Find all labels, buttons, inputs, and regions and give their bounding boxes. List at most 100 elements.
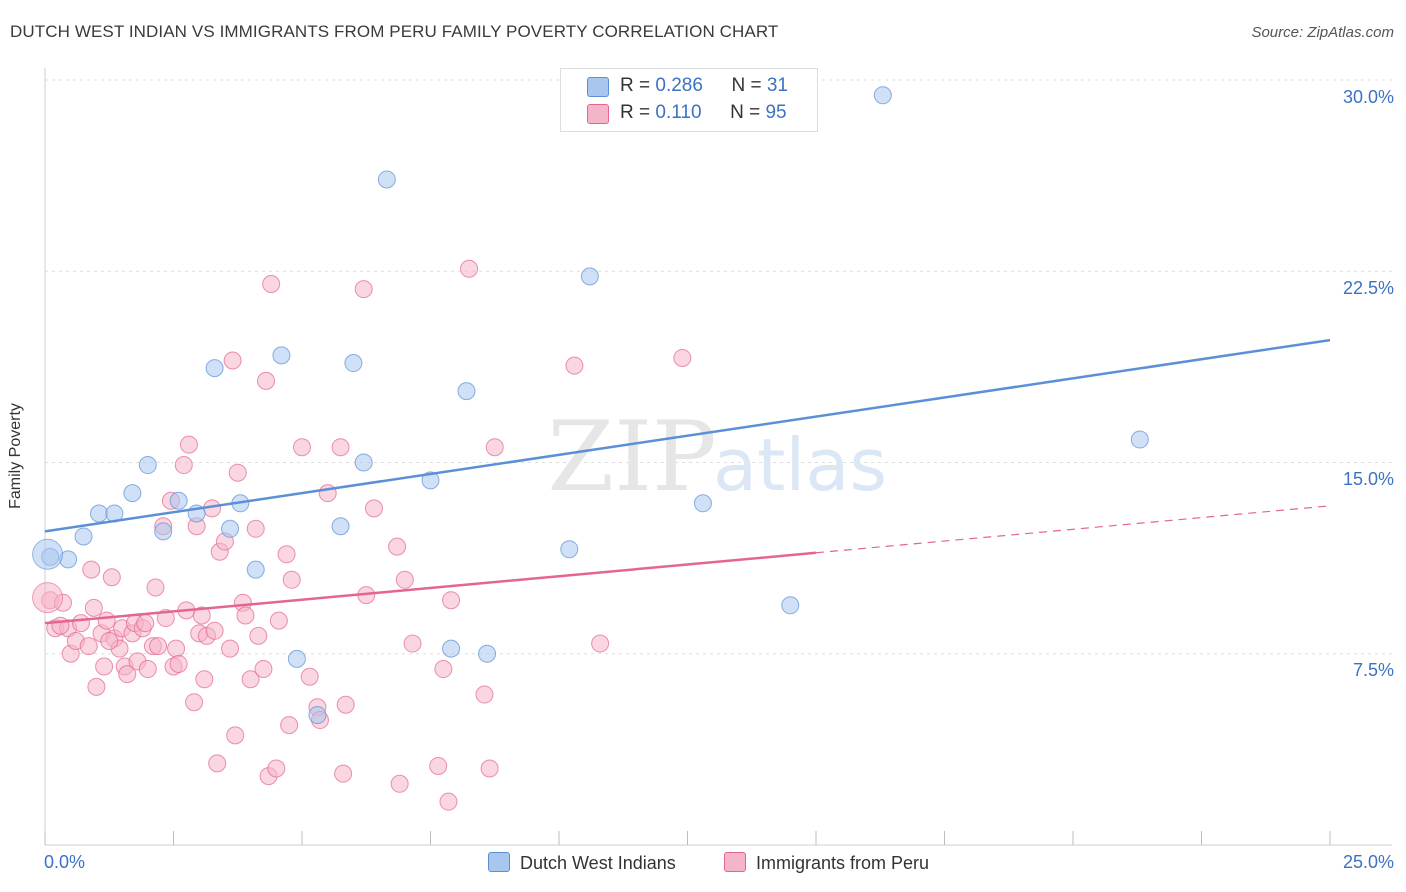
point-dutch	[331, 517, 350, 536]
point-peru	[395, 570, 414, 589]
point-peru	[246, 519, 265, 538]
point-peru	[442, 591, 461, 610]
y-tick-7-5: 7.5%	[1352, 660, 1394, 680]
point-peru	[267, 759, 286, 778]
point-peru	[71, 614, 90, 633]
point-peru	[293, 438, 311, 457]
point-peru	[254, 660, 273, 679]
point-dutch	[138, 456, 157, 475]
point-peru	[475, 685, 494, 704]
point-peru	[241, 670, 260, 689]
point-dutch	[272, 346, 291, 365]
legend-swatch-dutch-bottom	[488, 852, 510, 872]
point-dutch	[693, 494, 712, 513]
point-dutch	[354, 453, 373, 472]
point-peru	[84, 598, 103, 617]
point-dutch	[580, 267, 599, 286]
point-peru	[205, 621, 224, 640]
point-dutch	[781, 596, 800, 615]
legend-stats-dutch: R = 0.286 N = 31	[620, 75, 788, 97]
legend-swatch-peru	[587, 104, 609, 124]
point-dutch	[154, 522, 173, 541]
point-peru	[434, 660, 453, 679]
point-peru	[146, 578, 165, 597]
point-peru	[100, 632, 119, 650]
legend-item-dutch: Dutch West Indians	[488, 852, 676, 874]
point-peru	[249, 626, 268, 645]
x-axis-min-label: 0.0%	[44, 852, 86, 872]
r-value: 0.286	[655, 75, 703, 96]
trend-lines	[44, 338, 1331, 625]
point-dutch	[478, 644, 497, 663]
legend-stats-peru: R = 0.110 N = 95	[620, 102, 787, 124]
point-peru	[185, 693, 204, 712]
point-peru	[565, 356, 584, 375]
point-peru	[169, 654, 188, 673]
point-peru	[221, 639, 240, 658]
point-dutch	[1130, 430, 1149, 449]
legend-label-dutch: Dutch West Indians	[520, 853, 676, 873]
point-peru	[460, 259, 479, 278]
y-tick-15: 15.0%	[1342, 469, 1394, 489]
r-value: 0.110	[655, 102, 702, 123]
y-tick-22-5: 22.5%	[1342, 278, 1394, 298]
point-dutch	[221, 519, 240, 538]
point-peru	[51, 616, 70, 635]
watermark: ZIP atlas	[547, 401, 887, 513]
point-peru	[269, 611, 288, 630]
point-peru	[262, 275, 281, 293]
point-peru	[439, 792, 458, 811]
point-peru	[591, 634, 610, 653]
trend-line-dutch	[44, 338, 1331, 533]
point-peru	[136, 614, 155, 633]
point-peru	[282, 570, 301, 589]
point-dutch	[442, 639, 461, 658]
point-dutch	[421, 471, 440, 490]
y-tick-30: 30.0%	[1342, 87, 1394, 107]
point-large-peru	[32, 582, 64, 614]
n-label: N =	[730, 102, 766, 123]
point-peru	[192, 606, 211, 625]
r-label: R =	[620, 75, 656, 96]
point-peru	[277, 545, 296, 564]
point-peru	[149, 637, 168, 656]
point-peru	[331, 438, 350, 457]
point-dutch	[287, 649, 306, 668]
point-peru	[138, 660, 157, 679]
point-dutch	[205, 359, 224, 378]
point-dutch	[74, 527, 93, 546]
point-peru	[195, 670, 214, 689]
point-dutch	[457, 382, 476, 401]
point-dutch	[560, 540, 579, 559]
chart-title: DUTCH WEST INDIAN VS IMMIGRANTS FROM PER…	[10, 22, 779, 41]
point-peru	[257, 371, 276, 390]
point-peru	[334, 764, 353, 783]
point-peru	[336, 695, 355, 714]
point-peru	[480, 759, 499, 778]
point-peru	[118, 665, 137, 684]
stats-legend: R = 0.286 N = 31 R = 0.110 N = 95	[560, 68, 818, 132]
point-peru	[354, 280, 373, 299]
point-peru	[403, 634, 422, 653]
point-peru	[79, 637, 98, 656]
point-dutch	[873, 86, 892, 105]
data-points	[32, 86, 1149, 811]
trend-line-peru	[44, 551, 817, 625]
point-dutch	[377, 170, 396, 189]
n-value: 31	[766, 75, 788, 96]
point-peru	[174, 456, 193, 475]
point-peru	[208, 754, 227, 773]
legend-item-peru: Immigrants from Peru	[724, 852, 929, 874]
n-label: N =	[731, 75, 767, 96]
point-peru	[280, 716, 299, 735]
point-dutch	[169, 491, 188, 510]
point-large-dutch	[32, 538, 64, 570]
point-dutch	[344, 354, 363, 373]
point-peru	[102, 568, 121, 587]
point-peru	[673, 348, 692, 367]
point-peru	[300, 667, 319, 686]
x-axis-max-label: 25.0%	[1342, 852, 1394, 872]
legend-label-peru: Immigrants from Peru	[756, 853, 930, 873]
point-peru	[388, 537, 407, 556]
